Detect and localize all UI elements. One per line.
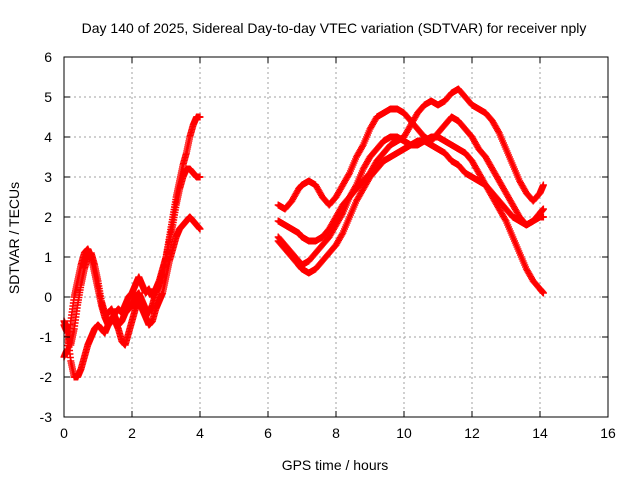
x-tick-labels: 0 2 4 6 8 10 12 14 16 <box>60 425 616 441</box>
data-point <box>539 205 547 213</box>
series-track-7 <box>274 85 547 245</box>
y-tick-label: 1 <box>44 249 52 265</box>
data-point <box>196 113 204 121</box>
x-tick-label: 12 <box>464 425 480 441</box>
x-tick-label: 4 <box>196 425 204 441</box>
y-tick-label: -2 <box>40 369 53 385</box>
x-tick-label: 14 <box>532 425 548 441</box>
data-point <box>539 181 547 189</box>
x-tick-label: 8 <box>332 425 340 441</box>
y-tick-label: 6 <box>44 49 52 65</box>
y-axis-label: SDTVAR / TECUs <box>6 182 22 294</box>
x-tick-label: 0 <box>60 425 68 441</box>
y-tick-label: -3 <box>40 409 53 425</box>
y-tick-label: 2 <box>44 209 52 225</box>
data-point <box>196 225 204 233</box>
y-tick-label: -1 <box>40 329 53 345</box>
data-point <box>196 173 204 181</box>
x-tick-label: 6 <box>264 425 272 441</box>
data-point <box>539 213 547 221</box>
y-tick-label: 0 <box>44 289 52 305</box>
y-tick-labels: -3 -2 -1 0 1 2 3 4 5 6 <box>40 49 53 425</box>
y-tick-label: 5 <box>44 89 52 105</box>
y-tick-label: 4 <box>44 129 52 145</box>
x-axis-label: GPS time / hours <box>282 457 389 473</box>
series-track-6 <box>274 137 547 277</box>
data-point <box>539 289 547 297</box>
x-tick-label: 2 <box>128 425 136 441</box>
axis-ticks <box>63 56 609 418</box>
data-points <box>60 85 547 381</box>
x-tick-label: 16 <box>600 425 616 441</box>
x-tick-label: 10 <box>396 425 412 441</box>
y-tick-label: 3 <box>44 169 52 185</box>
chart-title: Day 140 of 2025, Sidereal Day-to-day VTE… <box>82 20 587 36</box>
series-track-3 <box>60 165 204 349</box>
